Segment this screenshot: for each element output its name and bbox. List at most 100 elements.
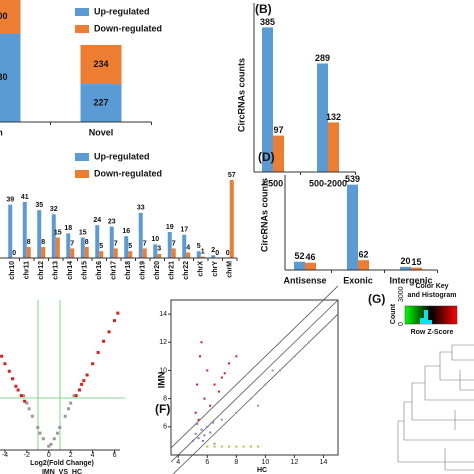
point (249, 397, 252, 400)
point (0, 354, 4, 358)
value-label: 234 (93, 59, 108, 69)
x-tick-label: -4 (2, 452, 8, 459)
x-tick-label: chrY (212, 261, 219, 277)
value-label: 46 (305, 252, 315, 262)
legend-swatch (75, 8, 89, 16)
value-label: 0 (215, 250, 219, 257)
point (257, 445, 260, 448)
point (213, 383, 216, 386)
point (74, 394, 78, 398)
point (14, 384, 18, 388)
x-tick-label: chrM (227, 261, 234, 278)
point (23, 399, 27, 403)
value-label: 97 (273, 125, 283, 135)
point (235, 411, 238, 414)
bar (196, 251, 201, 258)
legend-label: Down-regulated (94, 168, 162, 178)
legend-swatch (75, 25, 89, 33)
x-tick-label: chr19 (140, 261, 147, 280)
point (194, 411, 197, 414)
point (38, 431, 42, 435)
point (63, 414, 67, 418)
point (113, 319, 117, 323)
value-label: 35 (35, 202, 43, 209)
point (212, 421, 215, 424)
value-label: 227 (93, 97, 108, 107)
x-tick-label: chr18 (125, 261, 132, 280)
x-axis-label: Log2(Fold Change) (30, 460, 94, 467)
x-tick-label: Exonic (343, 275, 373, 285)
point (209, 404, 212, 407)
value-label: 23 (108, 218, 116, 225)
point (242, 445, 245, 448)
value-label: 5 (99, 243, 103, 250)
legend-label: Down-regulated (94, 23, 162, 33)
x-tick-label: Antisense (283, 275, 326, 285)
bar (358, 260, 369, 270)
value-label: 17 (180, 227, 188, 234)
point (307, 341, 310, 344)
bar (99, 251, 104, 258)
point (203, 434, 206, 437)
point (77, 388, 81, 392)
point (206, 425, 209, 428)
x-tick-label: chr13 (53, 261, 60, 280)
x-tick-label: chr15 (82, 261, 89, 280)
point (228, 445, 231, 448)
x-axis-label: HC (257, 467, 267, 474)
value-label: 0 (226, 250, 230, 257)
bar (347, 184, 358, 270)
x-tick-label: chrX (198, 261, 205, 277)
bar (157, 253, 162, 258)
value-label: 2 (211, 247, 215, 254)
point (194, 432, 197, 435)
x-tick-label: 6 (205, 459, 209, 466)
bar (55, 237, 60, 258)
point (102, 339, 106, 343)
point (91, 362, 95, 366)
value-label: 200 (0, 11, 8, 21)
point (249, 445, 252, 448)
point (107, 330, 111, 334)
x-tick-label: chr14 (67, 261, 74, 280)
panel-label: (F) (155, 402, 170, 416)
legend-label: Up-regulated (94, 151, 150, 161)
value-label: 15 (54, 229, 62, 236)
bar (37, 210, 42, 258)
value-label: 5 (128, 243, 132, 250)
point (197, 418, 200, 421)
point (220, 418, 223, 421)
value-label: 7 (114, 240, 118, 247)
value-label: 7 (70, 240, 74, 247)
point (196, 423, 199, 425)
point (235, 355, 238, 358)
point (196, 383, 199, 386)
y-tick-label: 8 (163, 395, 167, 402)
bar (153, 244, 158, 258)
x-tick-label: chr10 (9, 261, 16, 280)
value-label: 39 (6, 197, 14, 204)
point (278, 369, 281, 372)
bar (8, 204, 13, 258)
bar (182, 234, 187, 258)
x-tick-label: Novel (89, 127, 114, 137)
x-tick-label: 4 (176, 459, 180, 466)
value-label: 4 (186, 244, 190, 251)
x-tick-label: 8 (234, 459, 238, 466)
point (220, 445, 223, 448)
bar (26, 247, 31, 258)
value-label: 539 (345, 174, 360, 184)
x-tick-label: chr20 (154, 261, 161, 280)
point (203, 397, 206, 400)
point (58, 426, 62, 429)
x-tick-label: n (0, 127, 3, 137)
point (209, 431, 212, 434)
x-tick-label: 10 (261, 459, 269, 466)
bar (66, 233, 71, 258)
bar (84, 247, 89, 258)
value-label: 19 (166, 224, 174, 231)
plot-frame (170, 299, 339, 456)
value-label: 20 (400, 256, 410, 266)
y-tick-label: 14 (159, 311, 167, 318)
